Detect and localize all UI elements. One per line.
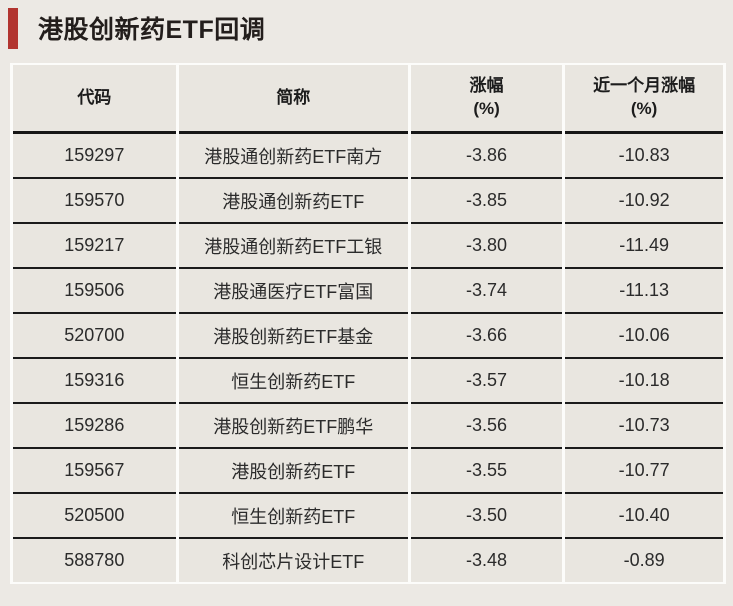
table-row: 588780 科创芯片设计ETF -3.48 -0.89 — [13, 539, 723, 582]
cell-month_change: -10.18 — [565, 359, 723, 404]
etf-table-grid: 代码 简称 涨幅 (%) 近一个月涨幅 (%) — [10, 65, 726, 582]
cell-change: -3.56 — [410, 404, 563, 449]
col-header-change-sub: (%) — [473, 99, 500, 118]
header: 港股创新药ETF回调 — [0, 0, 733, 56]
table-body: 159297 港股通创新药ETF南方 -3.86 -10.83 159570 港股通创新药… — [13, 134, 723, 582]
table-row: 520700 港股创新药ETF基金 -3.66 -10.06 — [13, 314, 723, 359]
cell-month_change: -10.40 — [565, 494, 723, 539]
cell-code: 159567 — [13, 449, 176, 494]
cell-change: -3.85 — [410, 179, 563, 224]
col-header-change-label: 涨幅 — [469, 76, 504, 96]
page: 港股创新药ETF回调 代码 简称 — [0, 0, 733, 584]
cell-code: 159217 — [13, 224, 176, 269]
cell-change: -3.48 — [410, 539, 563, 582]
table-row: 159316 恒生创新药ETF -3.57 -10.18 — [13, 359, 723, 404]
cell-name: 港股通医疗ETF富国 — [178, 269, 408, 314]
cell-code: 159316 — [13, 359, 176, 404]
cell-month_change: -0.89 — [565, 539, 723, 582]
cell-change: -3.66 — [410, 314, 563, 359]
table-row: 159217 港股通创新药ETF工银 -3.80 -11.49 — [13, 224, 723, 269]
table-row: 159506 港股通医疗ETF富国 -3.74 -11.13 — [13, 269, 723, 314]
cell-name: 港股创新药ETF基金 — [178, 314, 408, 359]
cell-change: -3.50 — [410, 494, 563, 539]
table-row: 159570 港股通创新药ETF -3.85 -10.92 — [13, 179, 723, 224]
cell-month_change: -10.77 — [565, 449, 723, 494]
cell-name: 港股通创新药ETF南方 — [178, 134, 408, 179]
cell-month_change: -10.73 — [565, 404, 723, 449]
cell-name: 港股通创新药ETF工银 — [178, 224, 408, 269]
cell-month_change: -10.92 — [565, 179, 723, 224]
cell-month_change: -10.83 — [565, 134, 723, 179]
cell-name: 港股创新药ETF — [178, 449, 408, 494]
col-header-change: 涨幅 (%) — [410, 65, 563, 134]
col-header-code-label: 代码 — [77, 87, 112, 107]
page-title: 港股创新药ETF回调 — [38, 16, 266, 44]
cell-code: 159506 — [13, 269, 176, 314]
cell-name: 港股创新药ETF鹏华 — [178, 404, 408, 449]
cell-month_change: -11.13 — [565, 269, 723, 314]
cell-change: -3.86 — [410, 134, 563, 179]
table-row: 159286 港股创新药ETF鹏华 -3.56 -10.73 — [13, 404, 723, 449]
cell-name: 港股通创新药ETF — [178, 179, 408, 224]
col-header-code: 代码 — [13, 65, 176, 134]
col-header-month-change-label: 近一个月涨幅 — [593, 76, 696, 96]
cell-code: 588780 — [13, 539, 176, 582]
cell-change: -3.80 — [410, 224, 563, 269]
table-header-row: 代码 简称 涨幅 (%) 近一个月涨幅 (%) — [13, 65, 723, 134]
col-header-name-label: 简称 — [276, 87, 311, 107]
title-accent-bar — [8, 7, 18, 49]
table-row: 159297 港股通创新药ETF南方 -3.86 -10.83 — [13, 134, 723, 179]
cell-code: 159286 — [13, 404, 176, 449]
cell-change: -3.57 — [410, 359, 563, 404]
col-header-name: 简称 — [178, 65, 408, 134]
cell-month_change: -10.06 — [565, 314, 723, 359]
table-row: 520500 恒生创新药ETF -3.50 -10.40 — [13, 494, 723, 539]
cell-code: 520500 — [13, 494, 176, 539]
table-row: 159567 港股创新药ETF -3.55 -10.77 — [13, 449, 723, 494]
cell-name: 恒生创新药ETF — [178, 494, 408, 539]
cell-name: 科创芯片设计ETF — [178, 539, 408, 582]
cell-code: 159570 — [13, 179, 176, 224]
cell-code: 159297 — [13, 134, 176, 179]
cell-month_change: -11.49 — [565, 224, 723, 269]
etf-table: 代码 简称 涨幅 (%) 近一个月涨幅 (%) — [10, 63, 726, 584]
cell-code: 520700 — [13, 314, 176, 359]
col-header-month-change-sub: (%) — [630, 99, 658, 118]
col-header-month-change: 近一个月涨幅 (%) — [565, 65, 723, 134]
cell-change: -3.55 — [410, 449, 563, 494]
cell-name: 恒生创新药ETF — [178, 359, 408, 404]
cell-change: -3.74 — [410, 269, 563, 314]
